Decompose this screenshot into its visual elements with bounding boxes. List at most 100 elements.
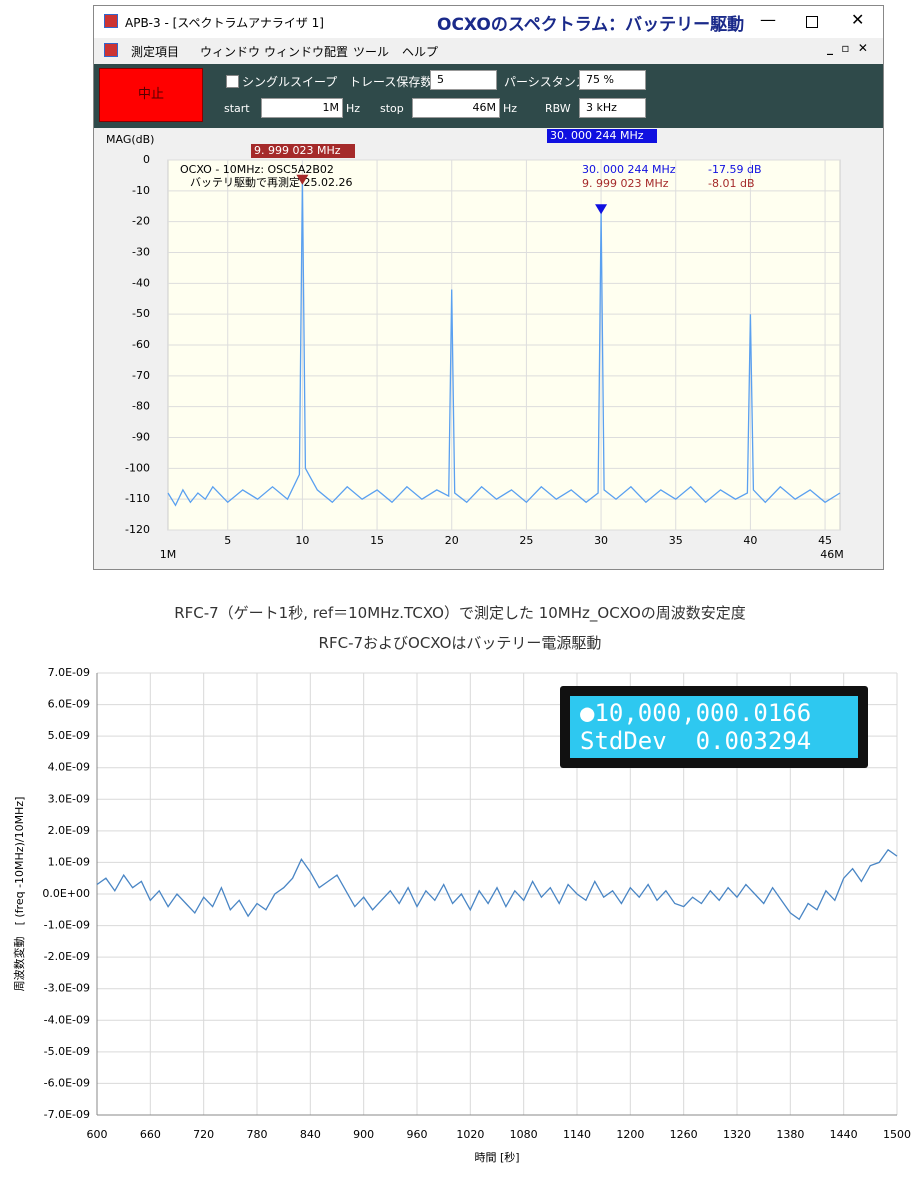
x-tick-label: 840 bbox=[300, 1128, 321, 1141]
y-tick-label: -4.0E-09 bbox=[44, 1013, 90, 1026]
persistence-dropdown[interactable]: 75 % bbox=[579, 70, 646, 90]
stop-button[interactable]: 中止 bbox=[99, 68, 203, 122]
y-tick-label: -2.0E-09 bbox=[44, 950, 90, 963]
x-tick-label: 1380 bbox=[776, 1128, 804, 1141]
y-tick-label: -110 bbox=[125, 492, 150, 505]
data-line bbox=[167, 178, 841, 507]
stop-input[interactable]: 46M bbox=[412, 98, 500, 118]
y-tick-label: -80 bbox=[132, 400, 150, 413]
x-tick-label: 46M bbox=[820, 548, 844, 561]
y-tick-label: -5.0E-09 bbox=[44, 1045, 90, 1058]
x-tick-label: 960 bbox=[407, 1128, 428, 1141]
x-tick-label: 15 bbox=[370, 534, 384, 547]
x-tick-label: 30 bbox=[594, 534, 608, 547]
y-tick-label: 2.0E-09 bbox=[48, 824, 90, 837]
y-tick-label: -120 bbox=[125, 523, 150, 536]
y-tick-label: 5.0E-09 bbox=[48, 729, 90, 742]
marker-label-box bbox=[547, 129, 657, 143]
marker-readout-frequency: 9. 999 023 MHz bbox=[582, 177, 669, 190]
menu-item[interactable]: ツール bbox=[353, 45, 390, 59]
annotation: バッテリ駆動で再測定 25.02.26 bbox=[190, 175, 352, 189]
y-tick-label: 0.0E+00 bbox=[42, 887, 90, 900]
app-icon bbox=[104, 14, 118, 28]
checkbox[interactable] bbox=[226, 75, 239, 88]
rbw-dropdown[interactable]: 3 kHz bbox=[579, 98, 646, 118]
marker-readout-frequency: 30. 000 244 MHz bbox=[582, 163, 676, 176]
menu-item[interactable]: ウィンドウ bbox=[200, 45, 261, 59]
x-tick-label: 35 bbox=[669, 534, 683, 547]
minimize-button[interactable]: — bbox=[760, 10, 776, 29]
marker bbox=[595, 204, 608, 215]
lcd-display: ●10,000,000.0166 StdDev 0.003294 bbox=[570, 696, 858, 758]
lcd-line: ●10,000,000.0166 bbox=[580, 699, 812, 727]
y-tick-label: -90 bbox=[132, 431, 150, 444]
menu-item[interactable]: ウィンドウ配置 bbox=[264, 45, 349, 59]
marker-label: 30. 000 244 MHz bbox=[550, 129, 644, 142]
x-tick-label: 1140 bbox=[563, 1128, 591, 1141]
x-tick-label: 1M bbox=[160, 548, 177, 561]
x-tick-label: 5 bbox=[224, 534, 231, 547]
x-tick-label: 1020 bbox=[456, 1128, 484, 1141]
x-tick-label: 25 bbox=[519, 534, 533, 547]
y-axis-label: 周波数変動 [ (freq -10MHz)/10MHz] bbox=[12, 797, 26, 992]
window-heading: OCXOのスペクトラム：バッテリー駆動 bbox=[437, 15, 745, 35]
window-title: APB-3 - [スペクトラムアナライザ 1] bbox=[125, 16, 324, 30]
y-tick-label: -3.0E-09 bbox=[44, 982, 90, 995]
y-tick-label: -7.0E-09 bbox=[44, 1108, 90, 1121]
x-tick-label: 1320 bbox=[723, 1128, 751, 1141]
stop-label: stop bbox=[380, 102, 404, 115]
y-tick-label: -10 bbox=[132, 184, 150, 197]
marker-label-box bbox=[251, 144, 355, 158]
x-tick-label: 660 bbox=[140, 1128, 161, 1141]
marker-readout-level: -17.59 dB bbox=[708, 163, 762, 176]
x-tick-label: 900 bbox=[353, 1128, 374, 1141]
maximize-button[interactable] bbox=[806, 16, 818, 28]
persistence-label: パーシスタンス bbox=[504, 75, 588, 89]
y-tick-label: 7.0E-09 bbox=[48, 666, 90, 679]
trace-dropdown[interactable]: 5 bbox=[430, 70, 497, 90]
y-tick-label: 1.0E-09 bbox=[48, 855, 90, 868]
menu-item[interactable]: ヘルプ bbox=[402, 45, 439, 59]
y-tick-label: -30 bbox=[132, 246, 150, 259]
start-input[interactable]: 1M bbox=[261, 98, 343, 118]
menu-icon bbox=[104, 43, 118, 57]
caption-line: RFC-7（ゲート1秒, ref＝10MHz.TCXO）で測定した 10MHz_… bbox=[174, 604, 746, 622]
close-button[interactable]: ✕ bbox=[851, 10, 865, 29]
y-tick-label: -70 bbox=[132, 369, 150, 382]
y-tick-label: -50 bbox=[132, 307, 150, 320]
rbw-label: RBW bbox=[545, 102, 571, 115]
x-tick-label: 780 bbox=[247, 1128, 268, 1141]
marker-readout-level: -8.01 dB bbox=[708, 177, 755, 190]
y-tick-label: -100 bbox=[125, 461, 150, 474]
start-unit: Hz bbox=[346, 102, 361, 115]
title-bar bbox=[94, 6, 883, 38]
y-tick-label: -1.0E-09 bbox=[44, 919, 90, 932]
x-tick-label: 40 bbox=[743, 534, 757, 547]
y-tick-label: 0 bbox=[143, 153, 150, 166]
x-tick-label: 720 bbox=[193, 1128, 214, 1141]
caption-line: RFC-7およびOCXOはバッテリー電源駆動 bbox=[318, 634, 602, 652]
marker-label: 9. 999 023 MHz bbox=[254, 144, 341, 157]
menu-item[interactable]: 測定項目 bbox=[131, 45, 180, 59]
stop-unit: Hz bbox=[503, 102, 518, 115]
y-tick-label: 4.0E-09 bbox=[48, 761, 90, 774]
x-tick-label: 1440 bbox=[830, 1128, 858, 1141]
x-tick-label: 1200 bbox=[616, 1128, 644, 1141]
y-tick-label: 6.0E-09 bbox=[48, 698, 90, 711]
x-tick-label: 10 bbox=[295, 534, 309, 547]
x-tick-label: 1500 bbox=[883, 1128, 911, 1141]
x-tick-label: 20 bbox=[445, 534, 459, 547]
y-tick-label: -40 bbox=[132, 276, 150, 289]
trace-label: トレース保存数 bbox=[349, 75, 433, 89]
y-tick-label: -60 bbox=[132, 338, 150, 351]
y-tick-label: -20 bbox=[132, 215, 150, 228]
marker bbox=[296, 174, 309, 185]
mdi-buttons[interactable]: _ ▫ ✕ bbox=[827, 41, 868, 55]
x-tick-label: 1260 bbox=[670, 1128, 698, 1141]
x-axis-label: 時間 [秒] bbox=[474, 1150, 519, 1164]
checkbox-label: シングルスイープ bbox=[242, 75, 338, 89]
x-tick-label: 45 bbox=[818, 534, 832, 547]
data-line bbox=[96, 848, 898, 921]
